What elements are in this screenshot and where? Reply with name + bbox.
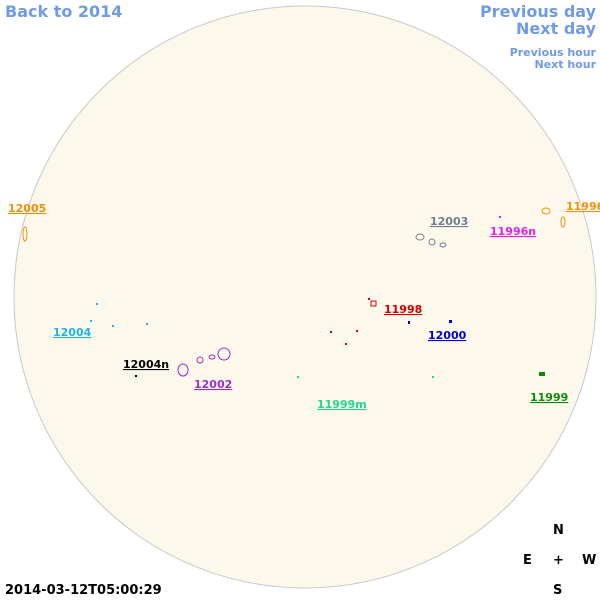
spot — [22, 226, 28, 242]
sunspots — [22, 207, 566, 378]
spot — [217, 347, 231, 361]
region-label[interactable]: 12005 — [8, 202, 46, 215]
region-label[interactable]: 12002 — [194, 378, 232, 391]
spot — [96, 303, 98, 305]
spot — [177, 363, 189, 377]
spot — [146, 323, 148, 325]
solar-disk — [13, 5, 597, 589]
region-labels: 12005 12003 11996n 11996 11998 12000 12004 1200… — [8, 200, 600, 411]
region-label[interactable]: 12004 — [53, 326, 92, 339]
spot — [345, 343, 347, 345]
spot — [539, 372, 545, 376]
spot — [541, 207, 551, 215]
region-label[interactable]: 11996n — [490, 225, 536, 238]
region-label[interactable]: 12003 — [430, 215, 468, 228]
spot — [499, 216, 501, 218]
spot — [415, 233, 425, 241]
previous-hour-link[interactable]: Previous hour — [510, 46, 597, 59]
spot — [449, 320, 452, 323]
compass-north: N — [553, 523, 564, 538]
spot — [90, 320, 92, 322]
compass-west: W — [582, 553, 596, 568]
spot — [408, 321, 410, 324]
region-label[interactable]: 12000 — [428, 329, 467, 342]
spot — [432, 376, 434, 378]
spot — [208, 354, 216, 360]
spot — [135, 375, 137, 377]
region-label[interactable]: 12004n — [123, 358, 169, 371]
spot — [370, 300, 377, 307]
spot — [297, 376, 299, 378]
compass-east: E — [523, 553, 532, 568]
spot — [439, 242, 447, 248]
spot — [356, 330, 358, 332]
compass-center: + — [553, 553, 564, 568]
timestamp: 2014-03-12T05:00:29 — [5, 583, 162, 598]
spot — [112, 325, 114, 327]
region-label[interactable]: 11996 — [566, 200, 600, 213]
spot — [560, 216, 566, 228]
next-day-link[interactable]: Next day — [516, 19, 597, 38]
next-hour-link[interactable]: Next hour — [535, 58, 597, 71]
compass-south: S — [553, 583, 562, 598]
spot — [428, 238, 436, 246]
spot — [330, 331, 332, 333]
region-label[interactable]: 11999m — [317, 398, 367, 411]
spot — [368, 298, 370, 300]
region-label[interactable]: 11998 — [384, 303, 422, 316]
region-label[interactable]: 11999 — [530, 391, 568, 404]
previous-day-link[interactable]: Previous day — [480, 2, 597, 21]
spot — [196, 356, 204, 364]
back-link[interactable]: Back to 2014 — [5, 2, 122, 21]
